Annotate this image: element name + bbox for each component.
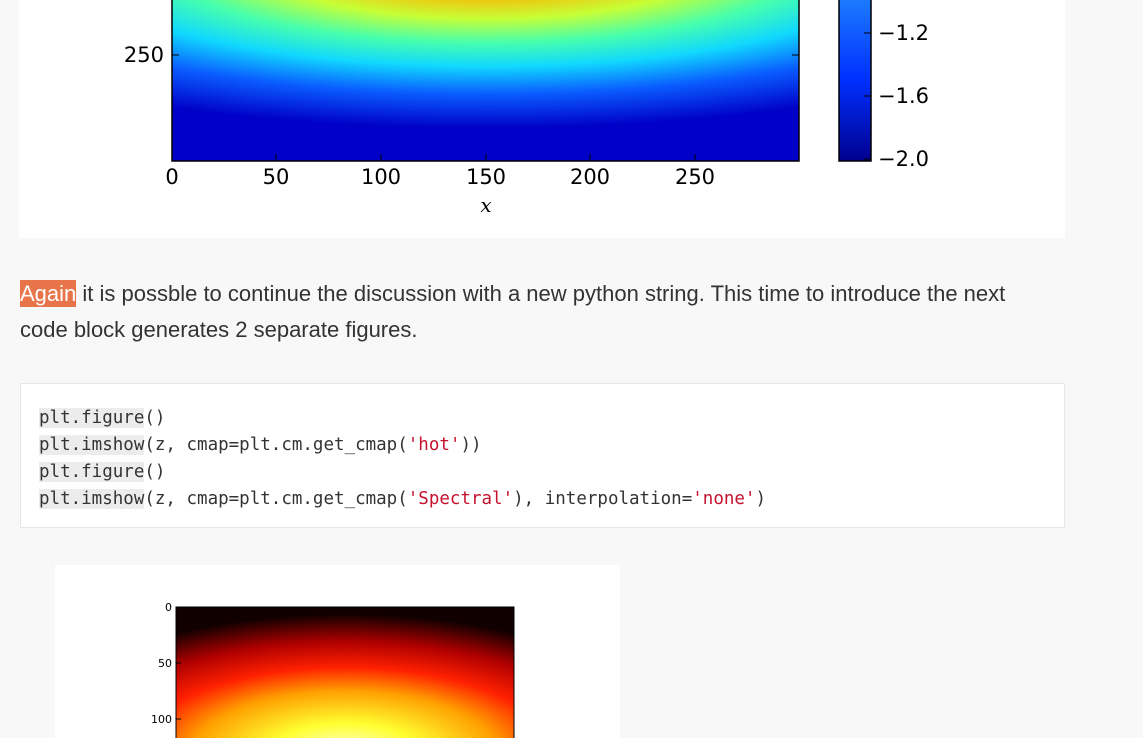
code-text: ), interpolation= — [513, 489, 693, 509]
code-function: plt.imshow — [39, 435, 145, 455]
code-string: 'hot' — [407, 435, 461, 455]
code-text: () — [144, 408, 166, 428]
colorbar-tick-label: −1.6 — [878, 84, 929, 108]
image-plot — [171, 0, 800, 162]
code-string: 'none' — [692, 489, 756, 509]
x-tick-label: 50 — [263, 165, 290, 189]
code-text: (z, cmap=plt.cm.get_cmap( — [144, 435, 408, 455]
code-string: 'Spectral' — [407, 489, 514, 509]
code-function: plt.figure — [39, 408, 145, 428]
paragraph-text: it is possble to continue the discussion… — [20, 281, 1006, 342]
highlighted-word: Again — [20, 280, 77, 307]
x-tick-label: 200 — [570, 165, 610, 189]
x-axis-label: x — [480, 193, 491, 217]
code-line: plt.figure() — [39, 462, 165, 482]
colorbar-tick-label: −2.0 — [878, 147, 929, 171]
colorbar — [838, 0, 872, 162]
code-line: plt.imshow(z, cmap=plt.cm.get_cmap('hot'… — [39, 435, 482, 455]
body-paragraph: Again it is possble to continue the disc… — [20, 276, 1050, 348]
x-tick-label: 0 — [165, 165, 178, 189]
code-text: )) — [460, 435, 482, 455]
figure-1: 250 0 50 100 150 200 250 x −1.2 −1.6 −2.… — [19, 0, 1065, 238]
colorbar-tick-label: −1.2 — [878, 21, 929, 45]
code-line: plt.figure() — [39, 408, 165, 428]
code-block[interactable]: plt.figure() plt.imshow(z, cmap=plt.cm.g… — [20, 383, 1065, 528]
code-text: (z, cmap=plt.cm.get_cmap( — [144, 489, 408, 509]
code-line: plt.imshow(z, cmap=plt.cm.get_cmap('Spec… — [39, 489, 766, 509]
code-content: plt.figure() plt.imshow(z, cmap=plt.cm.g… — [21, 384, 1064, 513]
figure-2: 0 50 100 — [55, 565, 620, 738]
image-plot — [175, 606, 515, 738]
y-tick-label: 100 — [151, 713, 172, 726]
code-text: ) — [755, 489, 767, 509]
y-tick-label: 250 — [124, 43, 164, 67]
code-function: plt.figure — [39, 462, 145, 482]
x-tick-label: 150 — [466, 165, 506, 189]
x-tick-label: 100 — [361, 165, 401, 189]
y-tick-label: 50 — [158, 657, 172, 670]
code-text: () — [144, 462, 166, 482]
x-tick-label: 250 — [675, 165, 715, 189]
code-function: plt.imshow — [39, 489, 145, 509]
figure-2-svg: 0 50 100 — [151, 601, 515, 738]
y-tick-label: 0 — [165, 601, 172, 614]
figure-1-svg: 250 0 50 100 150 200 250 x −1.2 −1.6 −2.… — [124, 0, 929, 217]
